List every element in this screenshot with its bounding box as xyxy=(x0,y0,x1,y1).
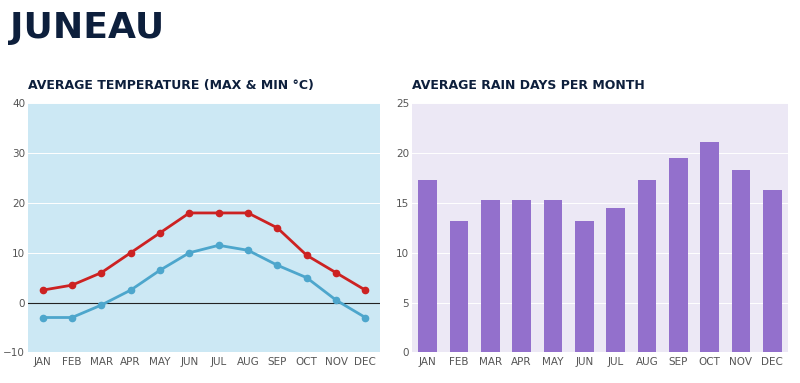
Bar xyxy=(763,190,782,352)
Bar xyxy=(450,221,469,352)
Bar xyxy=(575,221,594,352)
Bar xyxy=(669,158,688,352)
Text: AVERAGE RAIN DAYS PER MONTH: AVERAGE RAIN DAYS PER MONTH xyxy=(412,79,645,92)
Bar xyxy=(731,170,750,352)
Bar xyxy=(606,208,625,352)
Bar xyxy=(638,180,656,352)
Bar xyxy=(481,200,500,352)
Bar xyxy=(544,200,562,352)
Bar xyxy=(700,142,719,352)
Bar xyxy=(512,200,531,352)
Text: JUNEAU: JUNEAU xyxy=(10,11,164,46)
Bar xyxy=(418,180,437,352)
Text: AVERAGE TEMPERATURE (MAX & MIN °C): AVERAGE TEMPERATURE (MAX & MIN °C) xyxy=(28,79,314,92)
